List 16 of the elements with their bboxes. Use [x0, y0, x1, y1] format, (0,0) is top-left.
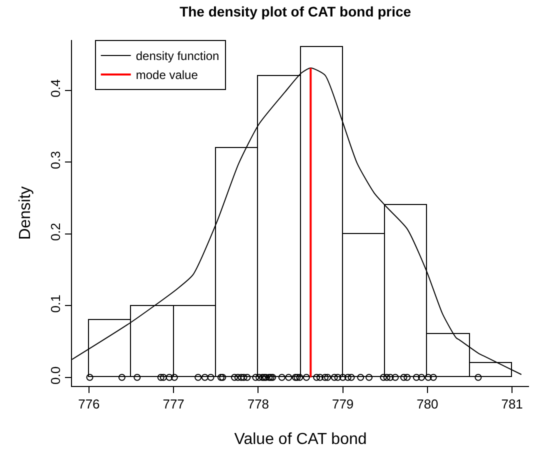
legend-label: density function: [136, 49, 220, 64]
y-tick-label: 0.1: [48, 294, 63, 313]
chart-title: The density plot of CAT bond price: [180, 4, 412, 20]
x-tick-label: 776: [78, 396, 100, 412]
y-tick-label: 0.0: [48, 366, 63, 384]
x-tick-label: 781: [501, 396, 523, 412]
y-tick-label: 0.4: [48, 79, 63, 98]
x-tick-label: 777: [162, 396, 184, 412]
y-tick-label: 0.3: [48, 151, 63, 170]
legend-label: mode value: [136, 68, 198, 82]
y-tick-label: 0.2: [48, 222, 63, 241]
x-tick-label: 779: [332, 396, 354, 412]
y-axis-title: Density: [17, 186, 34, 240]
x-tick-label: 780: [416, 396, 438, 412]
x-tick-label: 778: [247, 396, 270, 412]
x-axis-title: Value of CAT bond: [234, 431, 367, 448]
